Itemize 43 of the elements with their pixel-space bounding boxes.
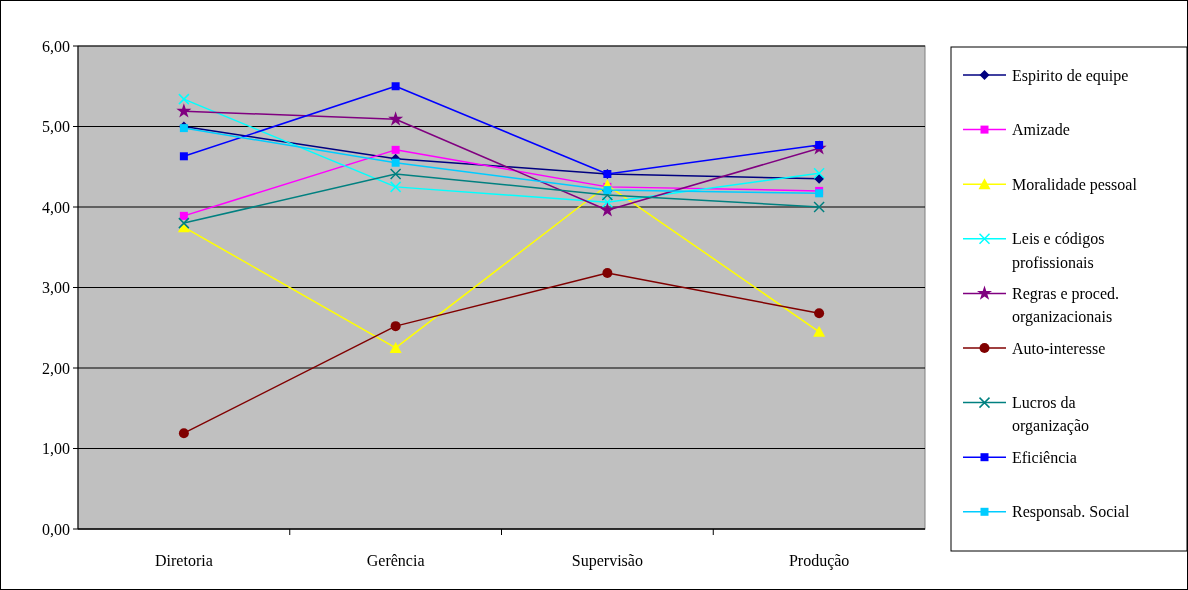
y-tick-label: 6,00 <box>42 37 70 55</box>
legend-label: Eficiência <box>1012 448 1077 466</box>
x-tick-label: Gerência <box>366 552 425 569</box>
point <box>601 189 614 201</box>
y-tick-label: 5,00 <box>42 118 70 136</box>
x-tick-label: Produção <box>788 552 850 570</box>
point <box>176 103 192 118</box>
point <box>813 201 825 213</box>
y-tick-label: 1,00 <box>42 440 70 458</box>
legend-label: Regras e proced. organizacionais <box>1012 285 1120 327</box>
point <box>391 82 400 91</box>
point <box>390 321 401 332</box>
point <box>601 196 614 208</box>
point <box>599 202 615 217</box>
point <box>178 428 189 439</box>
point <box>389 168 402 180</box>
point <box>391 158 400 167</box>
y-tick-label: 4,00 <box>42 198 70 216</box>
point <box>389 181 402 193</box>
legend-label: Espirito de equipe <box>1012 66 1129 85</box>
legend-label: Leis e códigos profissionais <box>1012 230 1105 272</box>
point <box>813 325 826 337</box>
legend-label: Moralidade pessoal <box>1012 175 1138 194</box>
point <box>179 211 188 220</box>
point <box>178 93 190 105</box>
point <box>602 268 613 279</box>
point <box>178 217 190 229</box>
y-tick-label: 0,00 <box>42 520 70 538</box>
x-tick-label: Diretoria <box>155 552 213 569</box>
point <box>813 167 825 179</box>
point <box>603 186 612 195</box>
legend-label: Amizade <box>1012 121 1070 139</box>
point <box>179 152 188 161</box>
y-tick-label: 3,00 <box>42 279 70 297</box>
point <box>389 341 402 353</box>
point <box>814 308 825 319</box>
y-tick-label: 2,00 <box>42 359 70 377</box>
point <box>391 145 400 154</box>
point <box>388 111 404 126</box>
x-tick-label: Supervisão <box>571 552 643 570</box>
legend-label: Auto-interesse <box>1012 339 1106 357</box>
legend-label: Lucros da organização <box>1012 394 1089 436</box>
legend-label: Responsab. Social <box>1012 503 1130 522</box>
